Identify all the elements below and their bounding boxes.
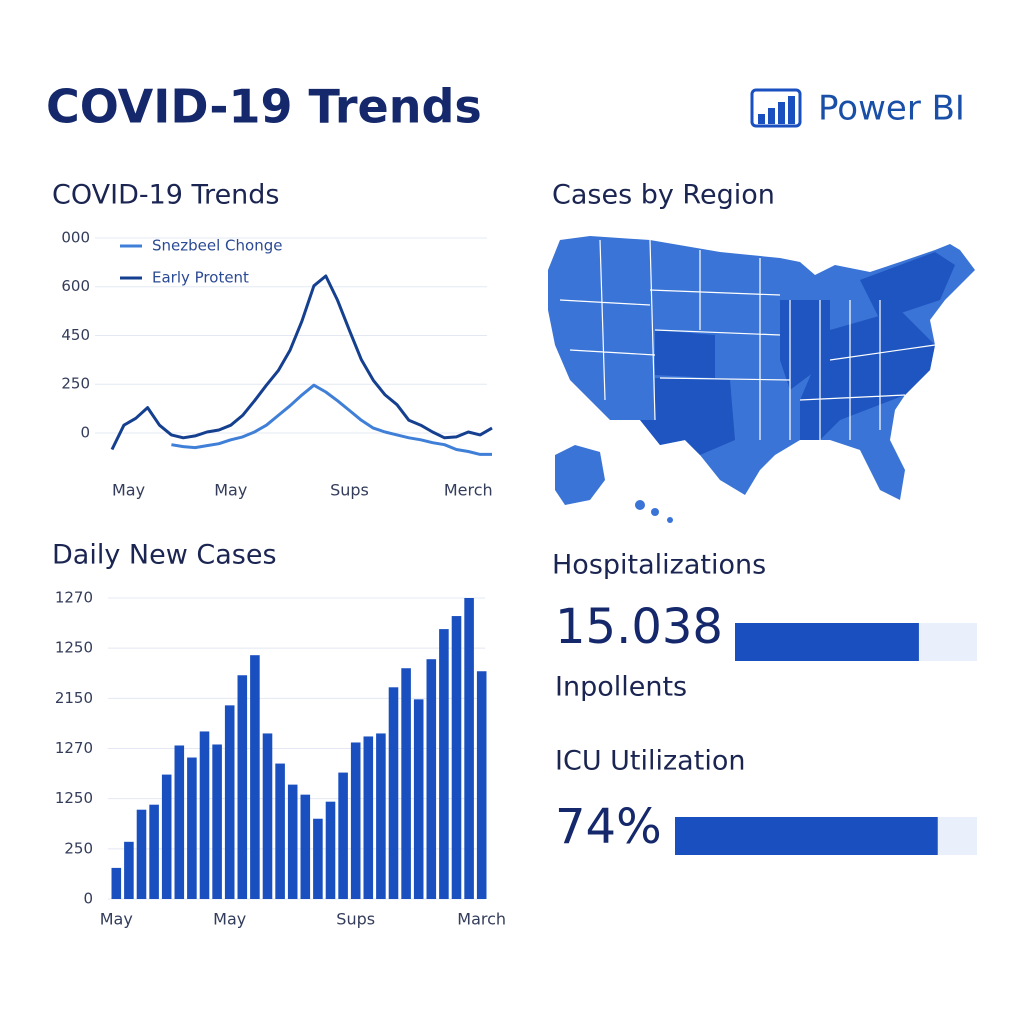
- x-tick-label: May: [214, 481, 247, 500]
- kpi-value: 74%: [555, 799, 662, 855]
- bar: [439, 629, 449, 899]
- bar: [187, 757, 197, 899]
- x-tick-label: May: [112, 481, 145, 500]
- kpi-title: ICU Utilization: [555, 746, 745, 777]
- progress-bar: [735, 623, 919, 661]
- bar: [313, 818, 323, 899]
- bar: [325, 801, 336, 899]
- bar: [300, 794, 311, 899]
- y-tick-label: 250: [61, 375, 90, 393]
- y-tick-label: 000: [61, 229, 90, 247]
- kpi-label: Inpollents: [555, 672, 687, 703]
- bar: [136, 809, 147, 899]
- y-tick-label: 2150: [55, 689, 93, 707]
- y-tick-label: 1270: [55, 589, 93, 607]
- y-tick-label: 250: [64, 839, 93, 857]
- x-tick-label: March: [457, 910, 506, 929]
- y-tick-label: 0: [80, 423, 90, 441]
- legend-label: Early Protent: [152, 269, 249, 287]
- bar: [174, 745, 185, 899]
- x-tick-label: Sups: [330, 481, 369, 500]
- bar: [426, 659, 437, 899]
- kpi-title: Hospitalizations: [552, 550, 766, 581]
- x-tick-label: Sups: [336, 910, 375, 929]
- bar: [224, 705, 235, 899]
- bar: [413, 699, 424, 899]
- brand-name: Power BI: [818, 89, 965, 129]
- bar: [338, 772, 348, 899]
- chart-title: COVID-19 Trends: [52, 180, 280, 211]
- x-tick-label: Merch: [444, 481, 493, 500]
- legend-label: Snezbeel Chonge: [152, 237, 282, 255]
- bar: [388, 687, 399, 899]
- bar: [124, 841, 134, 899]
- y-tick-label: 1250: [55, 639, 93, 657]
- bar: [363, 736, 374, 899]
- page-title: COVID-19 Trends: [46, 80, 482, 134]
- map-title: Cases by Region: [552, 180, 775, 211]
- bar: [464, 598, 474, 899]
- bar: [287, 784, 298, 899]
- progress-bar: [675, 817, 938, 855]
- bar: [161, 774, 172, 899]
- bar: [237, 675, 248, 899]
- bar: [376, 733, 386, 899]
- line-series: [110, 274, 493, 451]
- bar: [401, 668, 411, 899]
- bar: [149, 804, 159, 899]
- brand-logo: [750, 88, 802, 128]
- us-map: [548, 236, 975, 523]
- bar: [451, 616, 462, 899]
- y-tick-label: 1270: [55, 739, 93, 757]
- bar: [262, 733, 273, 899]
- x-tick-label: May: [100, 910, 133, 929]
- kpi-value: 15.038: [555, 599, 723, 655]
- bar: [350, 742, 361, 899]
- bar: [250, 655, 260, 899]
- y-tick-label: 600: [61, 277, 90, 295]
- bar: [111, 867, 122, 899]
- bar: [212, 744, 222, 899]
- line-series: [171, 383, 492, 456]
- chart-title: Daily New Cases: [52, 540, 277, 571]
- x-tick-label: May: [213, 910, 246, 929]
- bar: [199, 731, 210, 899]
- y-tick-label: 1250: [55, 789, 93, 807]
- bar: [476, 671, 487, 899]
- bar: [275, 763, 285, 899]
- y-tick-label: 450: [61, 326, 90, 344]
- y-tick-label: 0: [83, 890, 93, 908]
